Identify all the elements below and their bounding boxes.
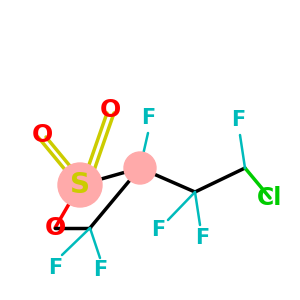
Circle shape: [124, 152, 156, 184]
Text: F: F: [93, 260, 107, 280]
Text: O: O: [44, 216, 66, 240]
Text: O: O: [99, 98, 121, 122]
Circle shape: [58, 163, 102, 207]
Text: F: F: [48, 258, 62, 278]
Text: F: F: [195, 228, 209, 248]
Text: F: F: [151, 220, 165, 240]
Text: O: O: [32, 123, 52, 147]
Text: F: F: [231, 110, 245, 130]
Text: S: S: [70, 171, 90, 199]
Text: Cl: Cl: [257, 186, 283, 210]
Text: F: F: [141, 108, 155, 128]
